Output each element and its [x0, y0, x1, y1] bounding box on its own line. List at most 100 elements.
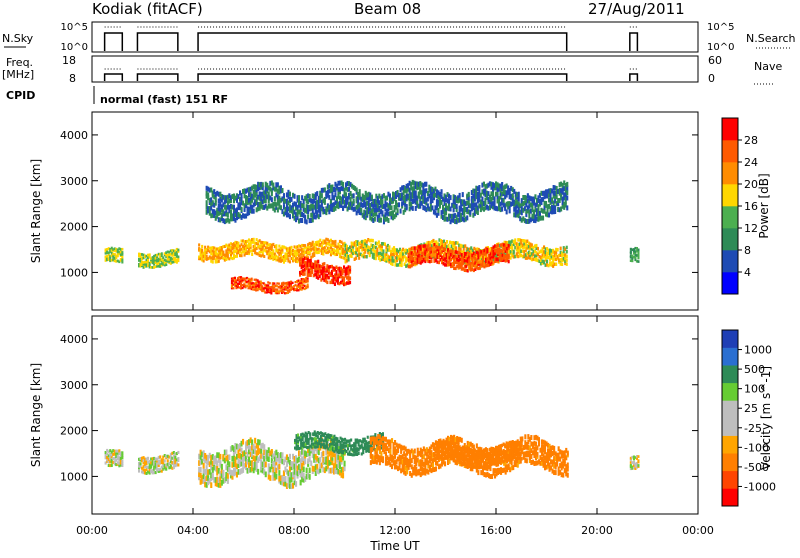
heatmap-cell — [263, 255, 265, 258]
cpid-label: CPID — [6, 89, 35, 102]
heatmap-cell — [177, 249, 179, 252]
colorbar-swatch — [722, 140, 738, 162]
beam-title: Beam 08 — [354, 0, 421, 18]
heatmap-cell — [276, 288, 278, 290]
colorbar-tick-label: 24 — [744, 156, 758, 169]
heatmap-cell — [358, 452, 360, 455]
date-title: 27/Aug/2011 — [588, 0, 685, 18]
heatmap-cell — [304, 459, 306, 465]
heatmap-cell — [322, 451, 324, 457]
heatmap-cell — [138, 470, 140, 473]
heatmap-cell — [294, 475, 296, 481]
heatmap-cell — [307, 284, 309, 286]
heatmap-cell — [412, 253, 414, 256]
heatmap-cell — [432, 463, 434, 468]
heatmap-cell — [316, 191, 318, 196]
heatmap-cell — [289, 260, 291, 263]
heatmap-cell — [566, 196, 568, 201]
heatmap-cell — [241, 207, 243, 212]
heatmap-cell — [251, 278, 253, 280]
heatmap-cell — [362, 451, 364, 454]
colorbar-swatch — [722, 118, 738, 140]
heatmap-cell — [295, 481, 297, 487]
heatmap-cell — [566, 182, 568, 187]
heatmap-cell — [461, 438, 463, 443]
nave-tick-top: 60 — [708, 54, 722, 67]
heatmap-cell — [509, 208, 511, 213]
heatmap-cell — [278, 464, 280, 470]
ytick-label: 2000 — [60, 221, 88, 234]
heatmap-cell — [236, 255, 238, 258]
heatmap-cell — [429, 244, 431, 248]
heatmap-cell — [212, 261, 214, 264]
heatmap-cell — [201, 249, 203, 252]
heatmap-cell — [317, 445, 319, 448]
heatmap-cell — [358, 249, 360, 253]
heatmap-cell — [444, 461, 446, 466]
heatmap-cell — [328, 269, 330, 273]
heatmap-cell — [334, 283, 336, 287]
nave-label: Nave — [754, 60, 782, 73]
heatmap-cell — [161, 252, 163, 255]
heatmap-cell — [380, 218, 382, 223]
heatmap-cell — [406, 204, 408, 209]
heatmap-cell — [379, 446, 381, 451]
velocity-panel-frame — [92, 316, 698, 514]
heatmap-cell — [289, 454, 291, 460]
heatmap-cell — [347, 447, 349, 450]
heatmap-cell — [309, 468, 311, 474]
heatmap-cell — [448, 244, 450, 248]
heatmap-cell — [508, 260, 510, 264]
power-ylabel: Slant Range [km] — [29, 159, 43, 263]
heatmap-cell — [342, 473, 344, 479]
heatmap-cell — [281, 452, 283, 458]
heatmap-cell — [392, 256, 394, 260]
heatmap-cell — [378, 240, 380, 244]
heatmap-cell — [374, 217, 376, 222]
heatmap-cell — [358, 256, 360, 260]
nsearch-tick-top: 10^5 — [707, 22, 734, 33]
heatmap-cell — [497, 244, 499, 248]
heatmap-cell — [301, 218, 303, 223]
colorbar-swatch — [722, 250, 738, 272]
heatmap-cell — [508, 244, 510, 248]
heatmap-cell — [297, 434, 299, 437]
freq-label-2: [MHz] — [2, 68, 34, 81]
heatmap-cell — [414, 449, 416, 454]
heatmap-cell — [482, 256, 484, 260]
heatmap-cell — [291, 246, 293, 249]
colorbar-tick-label: 20 — [744, 178, 758, 191]
heatmap-cell — [237, 242, 239, 245]
colorbar-tick-label: 28 — [744, 134, 758, 147]
heatmap-cell — [319, 457, 321, 463]
heatmap-cell — [251, 253, 253, 256]
heatmap-cell — [165, 468, 167, 471]
heatmap-cell — [294, 194, 296, 199]
heatmap-cell — [303, 203, 305, 208]
heatmap-cell — [561, 263, 563, 267]
heatmap-cell — [268, 456, 270, 462]
nsearch-tick-bottom: 10^0 — [707, 42, 734, 53]
heatmap-cell — [494, 196, 496, 201]
heatmap-cell — [446, 240, 448, 244]
heatmap-cell — [349, 277, 351, 281]
heatmap-cell — [477, 210, 479, 215]
heatmap-cell — [311, 271, 313, 275]
heatmap-cell — [334, 240, 336, 243]
heatmap-cell — [361, 444, 363, 447]
heatmap-cell — [350, 439, 352, 442]
heatmap-cell — [566, 250, 568, 254]
heatmap-cell — [397, 448, 399, 453]
heatmap-cell — [304, 215, 306, 220]
heatmap-cell — [206, 200, 208, 205]
heatmap-cell — [149, 253, 151, 256]
heatmap-cell — [349, 281, 351, 285]
heatmap-cell — [263, 444, 265, 450]
heatmap-cell — [518, 197, 520, 202]
heatmap-cell — [415, 191, 417, 196]
colorbar-tick-label: 4 — [744, 266, 751, 279]
heatmap-cell — [210, 482, 212, 488]
heatmap-cell — [459, 193, 461, 198]
